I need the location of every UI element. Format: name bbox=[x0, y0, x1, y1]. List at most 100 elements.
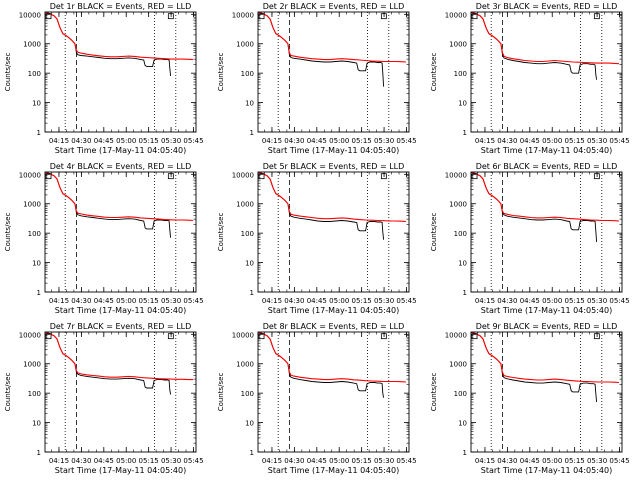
x-tick-label: 04:30 bbox=[284, 457, 304, 465]
y-tick-label: 100 bbox=[241, 390, 254, 398]
x-tick-label: 04:45 bbox=[94, 297, 114, 305]
x-axis-label: Start Time (17-May-11 04:05:40) bbox=[268, 466, 399, 475]
x-tick-label: 04:15 bbox=[475, 457, 495, 465]
y-tick-label: 1000 bbox=[449, 361, 467, 369]
y-tick-label: 1 bbox=[250, 449, 254, 457]
x-tick-label: 04:15 bbox=[262, 137, 282, 145]
time-marker-box bbox=[471, 333, 478, 340]
y-axis-label: Counts/sec bbox=[430, 373, 438, 412]
y-tick-label: 10000 bbox=[19, 331, 41, 339]
x-tick-label: 04:30 bbox=[284, 137, 304, 145]
y-tick-label: 1000 bbox=[23, 41, 41, 49]
x-tick-label: 05:15 bbox=[139, 137, 159, 145]
y-tick-label: 1000 bbox=[23, 201, 41, 209]
x-tick-label: 04:30 bbox=[71, 137, 91, 145]
y-tick-label: 10 bbox=[245, 100, 254, 108]
x-tick-label: 04:30 bbox=[71, 457, 91, 465]
x-tick-label: 05:00 bbox=[542, 457, 562, 465]
x-tick-label: 05:45 bbox=[183, 297, 203, 305]
x-tick-label: 05:15 bbox=[565, 137, 585, 145]
y-tick-label: 10 bbox=[245, 420, 254, 428]
x-tick-label: 05:45 bbox=[609, 137, 629, 145]
x-tick-label: 05:30 bbox=[587, 137, 607, 145]
y-tick-label: 10000 bbox=[445, 11, 467, 19]
y-tick-label: 10 bbox=[32, 420, 41, 428]
x-tick-label: 05:00 bbox=[116, 457, 136, 465]
series-line-events bbox=[258, 332, 385, 398]
detector-panel-3: Det 3r BLACK = Events, RED = LLD Counts/s… bbox=[430, 2, 630, 155]
x-tick-label: 05:00 bbox=[329, 137, 349, 145]
x-tick-label: 04:15 bbox=[475, 137, 495, 145]
y-tick-label: 1000 bbox=[449, 41, 467, 49]
y-tick-label: 1000 bbox=[236, 361, 254, 369]
x-tick-label: 04:15 bbox=[475, 297, 495, 305]
y-axis-label: Counts/sec bbox=[4, 373, 12, 412]
x-tick-label: 04:15 bbox=[262, 457, 282, 465]
y-tick-label: 100 bbox=[454, 70, 467, 78]
y-tick-label: 10 bbox=[32, 100, 41, 108]
x-tick-label: 05:15 bbox=[139, 297, 159, 305]
x-tick-label: 05:00 bbox=[542, 137, 562, 145]
chart-title: Det 2r BLACK = Events, RED = LLD bbox=[263, 2, 405, 11]
x-tick-label: 04:45 bbox=[520, 297, 540, 305]
x-axis-label: Start Time (17-May-11 04:05:40) bbox=[55, 466, 186, 475]
x-axis-label: Start Time (17-May-11 04:05:40) bbox=[481, 146, 612, 155]
time-marker-box bbox=[471, 173, 478, 180]
detector-panel-5: Det 5r BLACK = Events, RED = LLD Counts/s… bbox=[217, 162, 417, 315]
time-marker-box bbox=[593, 173, 600, 180]
x-tick-label: 04:30 bbox=[284, 297, 304, 305]
y-tick-label: 10000 bbox=[232, 331, 254, 339]
detector-panel-8: Det 8r BLACK = Events, RED = LLD Counts/s… bbox=[217, 322, 417, 475]
time-marker-box bbox=[380, 13, 387, 20]
x-tick-label: 05:00 bbox=[542, 297, 562, 305]
x-tick-label: 04:15 bbox=[262, 297, 282, 305]
y-tick-label: 10000 bbox=[232, 171, 254, 179]
y-tick-label: 100 bbox=[28, 230, 41, 238]
x-tick-label: 04:15 bbox=[49, 137, 69, 145]
time-marker-box bbox=[593, 13, 600, 20]
chart-title: Det 4r BLACK = Events, RED = LLD bbox=[50, 162, 192, 171]
y-tick-label: 10000 bbox=[19, 11, 41, 19]
plot-frame bbox=[257, 171, 410, 293]
y-tick-label: 10 bbox=[458, 420, 467, 428]
x-tick-label: 04:45 bbox=[520, 137, 540, 145]
x-tick-label: 05:45 bbox=[183, 137, 203, 145]
x-tick-label: 04:15 bbox=[49, 297, 69, 305]
y-tick-label: 100 bbox=[241, 70, 254, 78]
time-marker-box bbox=[380, 173, 387, 180]
y-tick-label: 10 bbox=[245, 260, 254, 268]
y-tick-label: 100 bbox=[28, 390, 41, 398]
x-tick-label: 04:30 bbox=[497, 137, 517, 145]
y-axis-label: Counts/sec bbox=[4, 53, 12, 92]
x-tick-label: 05:15 bbox=[139, 457, 159, 465]
y-tick-label: 100 bbox=[28, 70, 41, 78]
series-line-lld bbox=[471, 172, 620, 222]
x-tick-label: 04:45 bbox=[94, 137, 114, 145]
x-axis-label: Start Time (17-May-11 04:05:40) bbox=[481, 466, 612, 475]
plot-frame bbox=[44, 171, 197, 293]
x-tick-label: 05:45 bbox=[396, 297, 416, 305]
series-line-events bbox=[45, 332, 172, 395]
detector-panel-6: Det 6r BLACK = Events, RED = LLD Counts/s… bbox=[430, 162, 630, 315]
y-axis-label: Counts/sec bbox=[217, 53, 225, 92]
series-line-events bbox=[45, 12, 172, 77]
y-axis-label: Counts/sec bbox=[430, 53, 438, 92]
time-marker-box bbox=[593, 333, 600, 340]
time-marker-box bbox=[45, 173, 52, 180]
y-axis-label: Counts/sec bbox=[4, 213, 12, 252]
series-line-events bbox=[258, 172, 385, 240]
y-tick-label: 100 bbox=[454, 390, 467, 398]
x-tick-label: 04:15 bbox=[49, 457, 69, 465]
plot-frame bbox=[257, 331, 410, 453]
y-tick-label: 1 bbox=[250, 289, 254, 297]
y-tick-label: 1 bbox=[37, 289, 41, 297]
series-line-lld bbox=[471, 12, 620, 65]
series-line-lld bbox=[258, 12, 407, 63]
chart-title: Det 3r BLACK = Events, RED = LLD bbox=[476, 2, 618, 11]
x-tick-label: 04:30 bbox=[497, 297, 517, 305]
x-tick-label: 04:45 bbox=[307, 297, 327, 305]
series-line-lld bbox=[45, 172, 194, 222]
x-axis-label: Start Time (17-May-11 04:05:40) bbox=[268, 306, 399, 315]
x-tick-label: 05:45 bbox=[609, 297, 629, 305]
x-tick-label: 05:00 bbox=[329, 457, 349, 465]
